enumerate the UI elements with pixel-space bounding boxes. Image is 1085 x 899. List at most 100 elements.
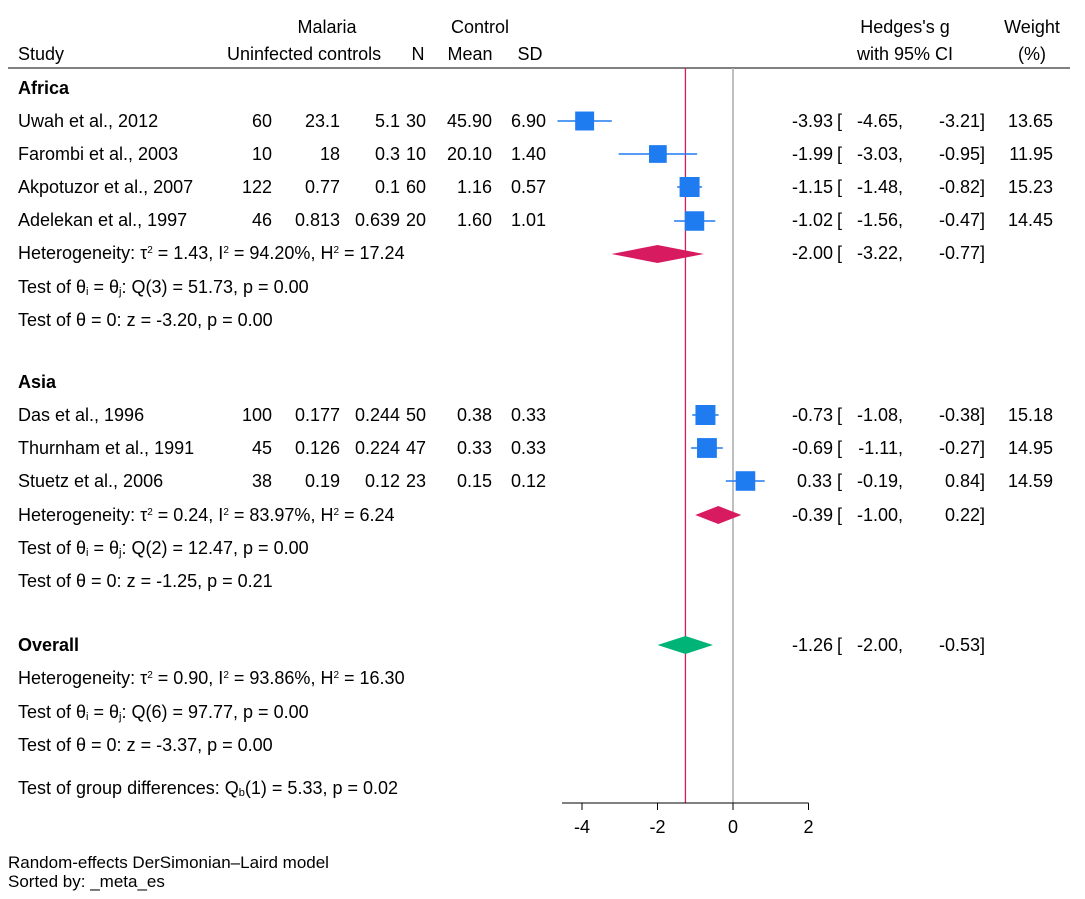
ci-open-bracket: [ [837, 505, 843, 525]
ci-lower: -4.65, [856, 111, 903, 131]
header-mean: Mean [447, 44, 493, 64]
malaria-sd-value: 0.244 [354, 405, 400, 425]
weight-value: 15.23 [1007, 177, 1053, 197]
malaria-sd-value: 0.3 [374, 144, 400, 164]
malaria-mean-value: 0.19 [304, 471, 340, 491]
effect-marker [695, 405, 716, 425]
control-sd-value: 1.01 [510, 210, 546, 230]
effect-marker [735, 471, 756, 491]
ci-upper: -0.38] [938, 405, 985, 425]
effect-estimate: -1.99 [792, 144, 834, 164]
header-study: Study [18, 44, 65, 64]
study-label: Akpotuzor et al., 2007 [18, 177, 194, 197]
ci-open-bracket: [ [837, 635, 843, 655]
study-label: Stuetz et al., 2006 [18, 471, 164, 491]
study-label: Uwah et al., 2012 [18, 111, 159, 131]
ci-open-bracket: [ [837, 144, 843, 164]
x-axis-tick-label: -2 [649, 817, 665, 837]
header-weight: Weight [1004, 17, 1060, 37]
ci-open-bracket: [ [837, 243, 843, 263]
ci-lower: -3.22, [856, 243, 903, 263]
ci-open-bracket: [ [837, 405, 843, 425]
control-n-value: 60 [405, 177, 426, 197]
control-mean-value: 1.16 [456, 177, 492, 197]
ci-upper: -0.95] [938, 144, 985, 164]
malaria-n-value: 60 [251, 111, 272, 131]
test-homogeneity-africa: Test of θi = θj: Q(3) = 51.73, p = 0.00 [18, 277, 309, 298]
test-zero-africa: Test of θ = 0: z = -3.20, p = 0.00 [18, 310, 273, 330]
malaria-sd-value: 0.1 [374, 177, 400, 197]
ci-open-bracket: [ [837, 177, 843, 197]
control-sd-value: 0.33 [510, 438, 546, 458]
ci-upper: 0.84] [944, 471, 985, 491]
test-zero-overall: Test of θ = 0: z = -3.37, p = 0.00 [18, 735, 273, 755]
header-control: Control [450, 17, 510, 37]
summary-diamond [611, 245, 704, 263]
effect-marker [679, 177, 700, 197]
malaria-n-value: 122 [241, 177, 272, 197]
malaria-mean-value: 23.1 [304, 111, 340, 131]
study-label: Adelekan et al., 1997 [18, 210, 188, 230]
malaria-mean-value: 18 [319, 144, 340, 164]
control-n-value: 47 [405, 438, 426, 458]
control-sd-value: 0.33 [510, 405, 546, 425]
ci-lower: -2.00, [856, 635, 903, 655]
group-title-asia: Asia [18, 372, 57, 392]
control-mean-value: 45.90 [446, 111, 492, 131]
header-uninfected-controls: Uninfected controls [227, 44, 382, 64]
malaria-n-value: 100 [241, 405, 272, 425]
group-title-africa: Africa [18, 78, 70, 98]
effect-marker [575, 111, 595, 131]
malaria-sd-value: 5.1 [374, 111, 400, 131]
control-mean-value: 20.10 [446, 144, 492, 164]
effect-marker [684, 211, 705, 231]
ci-open-bracket: [ [837, 471, 843, 491]
malaria-sd-value: 0.224 [354, 438, 400, 458]
effect-estimate: -1.02 [792, 210, 834, 230]
x-axis-tick-label: -4 [574, 817, 590, 837]
malaria-mean-value: 0.177 [294, 405, 340, 425]
summary-estimate-asia: -0.39 [792, 505, 834, 525]
malaria-n-value: 10 [251, 144, 272, 164]
ci-lower: -1.00, [856, 505, 903, 525]
ci-upper: -3.21] [938, 111, 985, 131]
study-label: Thurnham et al., 1991 [18, 438, 195, 458]
header-malaria: Malaria [297, 17, 357, 37]
weight-value: 14.45 [1007, 210, 1053, 230]
malaria-sd-value: 0.12 [364, 471, 400, 491]
test-homogeneity-overall: Test of θi = θj: Q(6) = 97.77, p = 0.00 [18, 702, 309, 723]
control-mean-value: 0.15 [456, 471, 492, 491]
ci-upper: -0.27] [938, 438, 985, 458]
ci-open-bracket: [ [837, 438, 843, 458]
test-group-differences: Test of group differences: Qb(1) = 5.33,… [18, 778, 399, 799]
weight-value: 14.95 [1007, 438, 1053, 458]
malaria-n-value: 46 [251, 210, 272, 230]
control-n-value: 30 [405, 111, 426, 131]
heterogeneity-asia: Heterogeneity: τ2 = 0.24, I2 = 83.97%, H… [18, 505, 395, 525]
malaria-sd-value: 0.639 [354, 210, 400, 230]
control-sd-value: 0.12 [510, 471, 546, 491]
summary-diamond [695, 506, 742, 524]
control-mean-value: 1.60 [456, 210, 492, 230]
ci-lower: -1.08, [856, 405, 903, 425]
control-mean-value: 0.33 [456, 438, 492, 458]
malaria-mean-value: 0.126 [294, 438, 340, 458]
ci-open-bracket: [ [837, 111, 843, 131]
header-n: N [411, 44, 425, 64]
control-n-value: 20 [405, 210, 426, 230]
effect-estimate: -3.93 [792, 111, 834, 131]
ci-upper: -0.47] [938, 210, 985, 230]
malaria-n-value: 45 [251, 438, 272, 458]
study-label: Farombi et al., 2003 [18, 144, 179, 164]
x-axis-tick-label: 2 [803, 817, 813, 837]
ci-lower: -3.03, [856, 144, 903, 164]
test-zero-asia: Test of θ = 0: z = -1.25, p = 0.21 [18, 571, 273, 591]
study-label: Das et al., 1996 [18, 405, 145, 425]
ci-lower: -1.56, [856, 210, 903, 230]
header-hedges: Hedges's g [860, 17, 950, 37]
ci-lower: -1.11, [858, 438, 903, 458]
effect-estimate: -1.15 [792, 177, 834, 197]
ci-lower: -0.19, [856, 471, 903, 491]
control-n-value: 50 [405, 405, 426, 425]
